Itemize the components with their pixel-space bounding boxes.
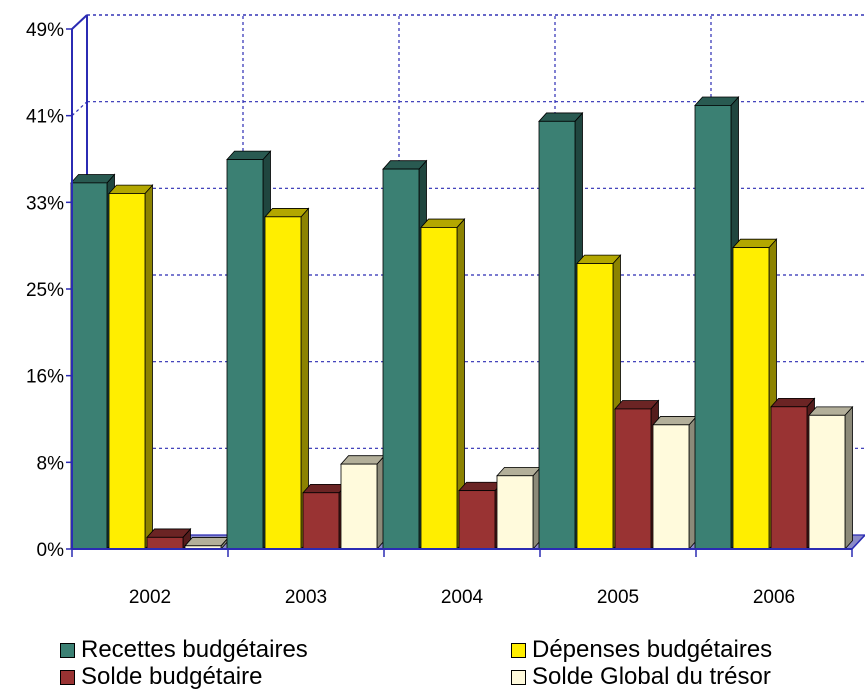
- bar: [808, 405, 854, 551]
- bar: [382, 159, 428, 551]
- bar-top: [108, 184, 154, 194]
- bar-top: [732, 238, 778, 249]
- bar-front: [496, 475, 534, 550]
- bar-top: [614, 400, 660, 410]
- bar: [226, 150, 272, 551]
- bar-front: [732, 247, 770, 550]
- gridline-side: [71, 101, 88, 117]
- bar-top: [694, 96, 740, 106]
- bar-front: [264, 216, 302, 550]
- bar-front: [614, 408, 652, 550]
- bar-side: [844, 405, 853, 551]
- bar-top: [184, 537, 230, 547]
- x-tick-label: 2006: [753, 587, 795, 608]
- bar-front: [576, 263, 614, 550]
- bar-front: [70, 182, 108, 550]
- bar: [652, 415, 698, 551]
- y-tick-label: 49%: [26, 20, 64, 41]
- bar-front: [652, 424, 690, 550]
- y-tick-label: 0%: [37, 540, 65, 561]
- bar-front: [808, 414, 846, 550]
- bar-top: [808, 406, 854, 416]
- bar: [694, 95, 740, 551]
- y-tick-label: 25%: [26, 280, 64, 301]
- x-axis-end: [851, 534, 865, 550]
- bar: [458, 481, 504, 551]
- bar-top: [382, 160, 428, 170]
- bar-side: [144, 184, 153, 551]
- bar-top: [652, 416, 698, 426]
- bar: [108, 184, 154, 551]
- bar-front: [302, 492, 340, 550]
- bar-top: [770, 397, 816, 408]
- bar: [770, 397, 816, 551]
- bar: [420, 218, 466, 551]
- bar-top: [496, 466, 542, 477]
- bar-top: [538, 112, 584, 122]
- x-tick-label: 2004: [441, 587, 484, 608]
- y-tick-label: 33%: [26, 193, 64, 214]
- bar-front: [146, 536, 184, 550]
- bar: [340, 454, 386, 551]
- x-tick-label: 2003: [285, 587, 327, 608]
- bar: [184, 536, 230, 551]
- y-tick-label: 16%: [26, 367, 64, 388]
- bar: [538, 111, 584, 551]
- bar-top: [264, 208, 310, 218]
- axis-labels: 0% 8% 16% 25% 33% 41% 49% 2002 2003 2004 2005 2006: [26, 20, 795, 608]
- y-tick-label: 41%: [26, 107, 64, 128]
- bar-top: [420, 218, 466, 228]
- bar-top: [340, 455, 386, 465]
- bar-top: [146, 528, 192, 538]
- x-tick-label: 2005: [597, 587, 639, 608]
- bar-front: [420, 227, 458, 550]
- bar: [614, 399, 660, 551]
- bar: [302, 483, 348, 551]
- bar-front: [770, 406, 808, 550]
- bar-top: [70, 174, 116, 184]
- bar: [146, 527, 192, 551]
- bar-front: [108, 193, 146, 550]
- bar: [70, 173, 116, 551]
- bars: [70, 95, 854, 551]
- bar-front: [538, 120, 576, 550]
- x-tick-label: 2002: [129, 587, 171, 608]
- bar-front: [694, 105, 732, 550]
- bar-top: [576, 254, 622, 264]
- bar-front: [226, 159, 264, 550]
- bar-front: [340, 463, 378, 550]
- bar-front: [382, 168, 420, 550]
- bar-top: [302, 483, 348, 494]
- bar: [576, 254, 622, 551]
- bar-top: [458, 481, 504, 492]
- y-axis-top: [71, 14, 88, 30]
- bar: [496, 466, 542, 551]
- axes: [66, 14, 865, 557]
- bar-top: [226, 150, 272, 160]
- bar-front: [458, 490, 496, 550]
- y-tick-label: 8%: [37, 453, 65, 474]
- bar: [732, 238, 778, 551]
- bar: [264, 207, 310, 551]
